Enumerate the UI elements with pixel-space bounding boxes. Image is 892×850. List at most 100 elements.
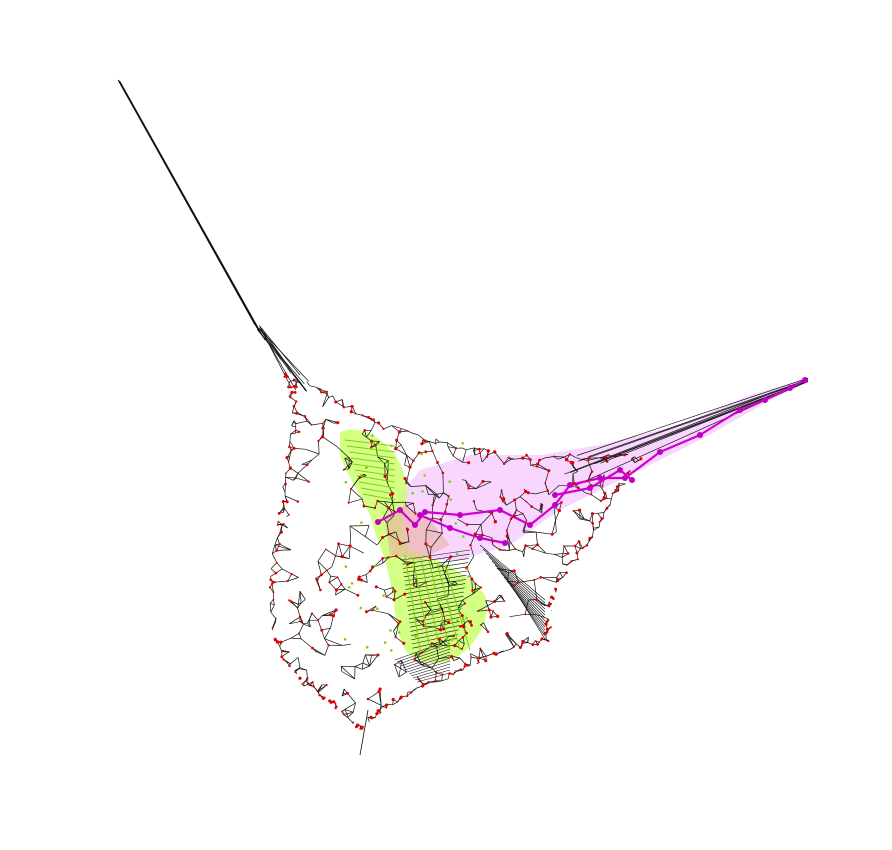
mesh-edge: [509, 542, 510, 551]
mesh-node: [427, 681, 430, 684]
mesh-node: [337, 542, 340, 545]
mesh-node: [486, 456, 488, 458]
mesh-node: [546, 631, 548, 633]
mesh-node: [573, 510, 575, 512]
mesh-node: [435, 671, 437, 673]
mesh-node: [545, 621, 548, 624]
mesh-node: [336, 706, 338, 708]
mesh-node: [591, 470, 593, 472]
mesh-node: [557, 580, 559, 582]
mesh-node: [275, 549, 278, 552]
mesh-node: [421, 651, 424, 654]
mesh-node: [553, 455, 555, 457]
mesh-node: [376, 500, 379, 503]
mesh-node: [434, 680, 436, 682]
mesh-node: [290, 600, 293, 603]
mesh-node: [403, 477, 406, 480]
green-node: [467, 575, 470, 578]
green-node: [440, 599, 443, 602]
mesh-node: [441, 532, 443, 534]
mesh-node: [541, 504, 543, 506]
mesh-node: [447, 621, 450, 624]
mesh-node: [299, 616, 302, 619]
mesh-node: [536, 462, 539, 465]
mesh-node: [335, 555, 337, 557]
mesh-node: [513, 584, 516, 587]
mesh-node: [320, 629, 323, 632]
mesh-node: [570, 560, 572, 562]
mesh-node: [607, 454, 609, 456]
mesh-node: [591, 522, 594, 525]
green-node: [448, 607, 451, 610]
mesh-node: [464, 663, 466, 665]
green-node: [449, 480, 452, 483]
green-node: [384, 641, 387, 644]
mesh-node: [442, 611, 444, 613]
mesh-node: [326, 393, 328, 395]
mesh-node: [548, 605, 551, 608]
mesh-node: [535, 598, 538, 601]
mesh-node: [385, 596, 387, 598]
green-node: [374, 564, 377, 567]
mesh-node: [298, 677, 301, 680]
mesh-edge: [439, 442, 447, 443]
mesh-node: [285, 473, 287, 475]
mesh-node: [435, 442, 437, 444]
mesh-node: [612, 492, 614, 494]
mesh-node: [375, 585, 378, 588]
mesh-node: [341, 711, 343, 713]
mesh-node: [397, 622, 399, 624]
green-node: [366, 646, 369, 649]
mesh-node: [602, 485, 604, 487]
mesh-node: [328, 581, 330, 583]
green-node: [462, 535, 465, 538]
mesh-node: [294, 391, 297, 394]
green-node: [360, 521, 363, 524]
mesh-node: [531, 643, 534, 646]
mesh-node: [547, 469, 550, 472]
green-node: [466, 568, 469, 571]
magenta-node: [657, 449, 663, 455]
mesh-node: [334, 608, 337, 611]
mesh-node: [551, 533, 554, 536]
mesh-node: [550, 603, 552, 605]
mesh-node: [290, 391, 293, 394]
mesh-node: [513, 515, 516, 518]
mesh-node: [392, 698, 395, 701]
mesh-node: [588, 457, 591, 460]
mesh-node: [336, 421, 339, 424]
mesh-node: [521, 642, 523, 644]
mesh-node: [422, 621, 424, 623]
mesh-node: [471, 589, 474, 592]
mesh-node: [319, 388, 321, 390]
mesh-node: [388, 533, 391, 536]
mesh-node: [544, 482, 546, 484]
mesh-node: [272, 599, 274, 601]
mesh-node: [399, 698, 401, 700]
mesh-node: [356, 724, 359, 727]
mesh-node: [387, 506, 390, 509]
mesh-node: [394, 590, 397, 593]
mesh-node: [599, 521, 601, 523]
mesh-node: [423, 625, 425, 627]
mesh-node: [295, 400, 297, 402]
mesh-node: [634, 462, 636, 464]
mesh-node: [414, 513, 416, 515]
mesh-node: [538, 641, 540, 643]
mesh-node: [350, 410, 353, 413]
mesh-node: [470, 577, 473, 580]
mesh-edge: [277, 550, 291, 551]
mesh-node: [381, 557, 384, 560]
green-node: [376, 607, 379, 610]
green-node: [398, 631, 401, 634]
magenta-node: [737, 407, 743, 413]
mesh-node: [370, 446, 372, 448]
mesh-node: [470, 656, 472, 658]
mesh-node: [591, 536, 593, 538]
green-node: [351, 582, 354, 585]
mesh-node: [370, 440, 373, 443]
mesh-node: [522, 513, 524, 515]
mesh-node: [536, 643, 539, 646]
mesh-node: [382, 428, 384, 430]
mesh-node: [269, 586, 271, 588]
